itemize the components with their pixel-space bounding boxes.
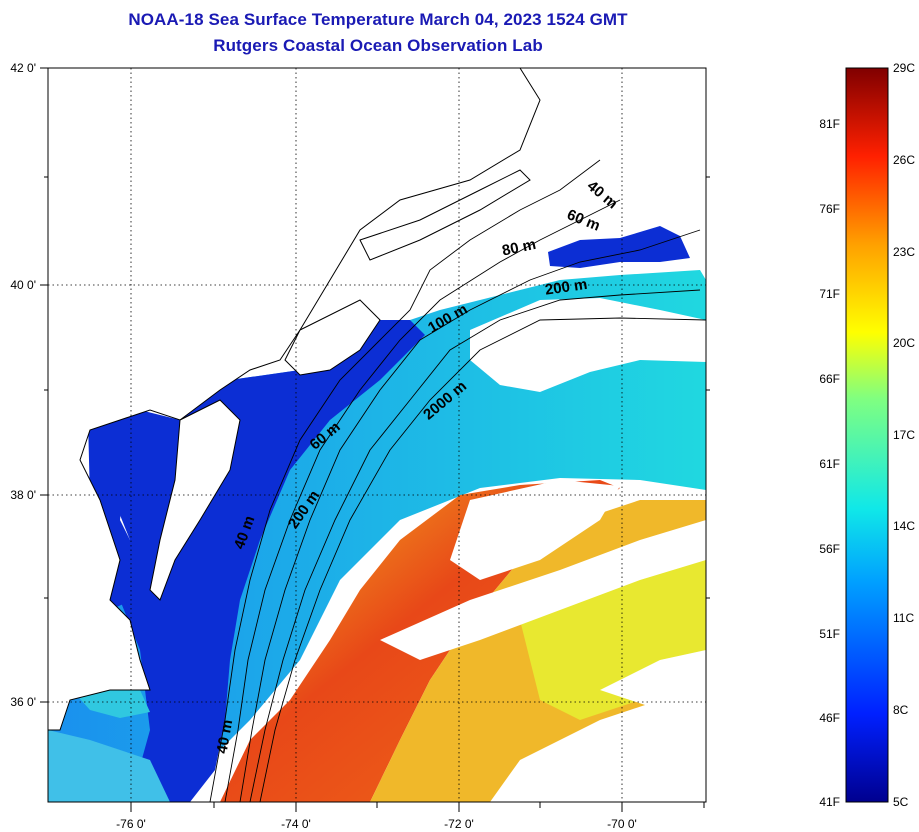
contour-label-80m: 80 m xyxy=(501,236,538,260)
colorbar-fahrenheit-labels: 81F 76F 71F 66F 61F 56F 51F 46F 41F xyxy=(819,117,840,809)
map-subtitle: Rutgers Coastal Ocean Observation Lab xyxy=(213,36,543,55)
lat-tick-label: 38 0' xyxy=(10,488,36,502)
colorbar-c-label: 20C xyxy=(893,336,915,350)
colorbar-c-label: 29C xyxy=(893,61,915,75)
colorbar-f-label: 51F xyxy=(819,627,840,641)
lat-tick-label: 36 0' xyxy=(10,695,36,709)
contour-label-40m-south: 40 m xyxy=(214,718,237,755)
colorbar-f-label: 71F xyxy=(819,287,840,301)
shelf-water-northeast xyxy=(548,226,690,268)
lat-tick-label: 42 0' xyxy=(10,61,36,75)
lon-tick-label: -76 0' xyxy=(116,817,146,831)
colorbar-c-label: 23C xyxy=(893,245,915,259)
colorbar xyxy=(845,67,889,803)
colorbar-f-label: 76F xyxy=(819,202,840,216)
lon-tick-label: -72 0' xyxy=(444,817,474,831)
colorbar-c-label: 11C xyxy=(893,611,914,625)
colorbar-c-label: 8C xyxy=(893,703,909,717)
colorbar-c-label: 17C xyxy=(893,428,915,442)
colorbar-f-label: 56F xyxy=(819,542,840,556)
shelf-water xyxy=(90,320,425,802)
land-mass xyxy=(48,68,541,731)
albemarle-area xyxy=(48,730,170,802)
lon-tick-label: -74 0' xyxy=(281,817,311,831)
delmarva-peninsula xyxy=(149,399,241,601)
cloud-gap xyxy=(470,298,706,392)
graticule xyxy=(48,68,706,802)
contour-label-200m-northeast: 200 m xyxy=(544,276,588,299)
colorbar-c-label: 14C xyxy=(893,519,915,533)
cloud-streak xyxy=(540,740,640,802)
long-island xyxy=(359,169,531,261)
cloud-streak xyxy=(450,480,620,580)
cloud-streak xyxy=(380,520,706,660)
bathymetry-contours xyxy=(209,159,706,802)
lat-tick-label: 40 0' xyxy=(10,278,36,292)
cloud-streak xyxy=(600,650,706,710)
new-jersey-coast xyxy=(284,299,381,376)
colorbar-c-label: 26C xyxy=(893,153,915,167)
map-title: NOAA-18 Sea Surface Temperature March 04… xyxy=(128,10,628,29)
colorbar-f-label: 66F xyxy=(819,372,840,386)
colorbar-c-label: 5C xyxy=(893,795,909,809)
sst-field: 40 m 60 m 80 m 200 m 100 m 2000 m 60 m 2… xyxy=(48,68,706,802)
lon-tick-label: -70 0' xyxy=(607,817,637,831)
colorbar-f-label: 46F xyxy=(819,711,840,725)
colorbar-f-label: 61F xyxy=(819,457,840,471)
colorbar-f-label: 81F xyxy=(819,117,840,131)
tick-marks xyxy=(40,67,710,812)
colorbar-f-label: 41F xyxy=(819,795,840,809)
colorbar-celsius-labels: 29C 26C 23C 20C 17C 14C 11C 8C 5C xyxy=(893,61,915,809)
